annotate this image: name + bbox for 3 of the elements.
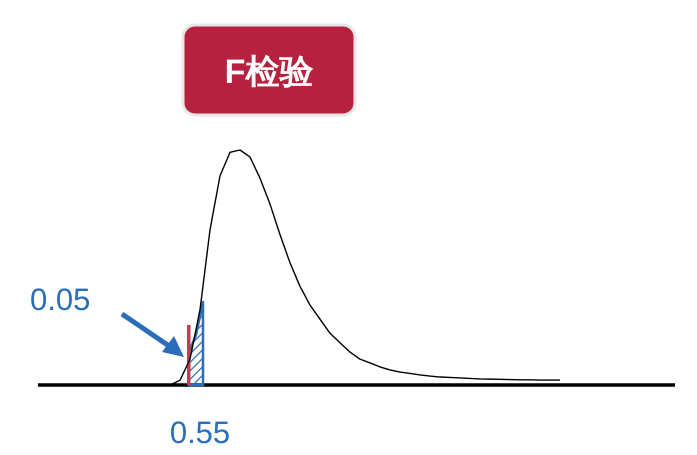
chart-title: F检验 (224, 53, 314, 91)
text: 0.05 (30, 282, 90, 317)
text: 0.55 (170, 415, 230, 450)
